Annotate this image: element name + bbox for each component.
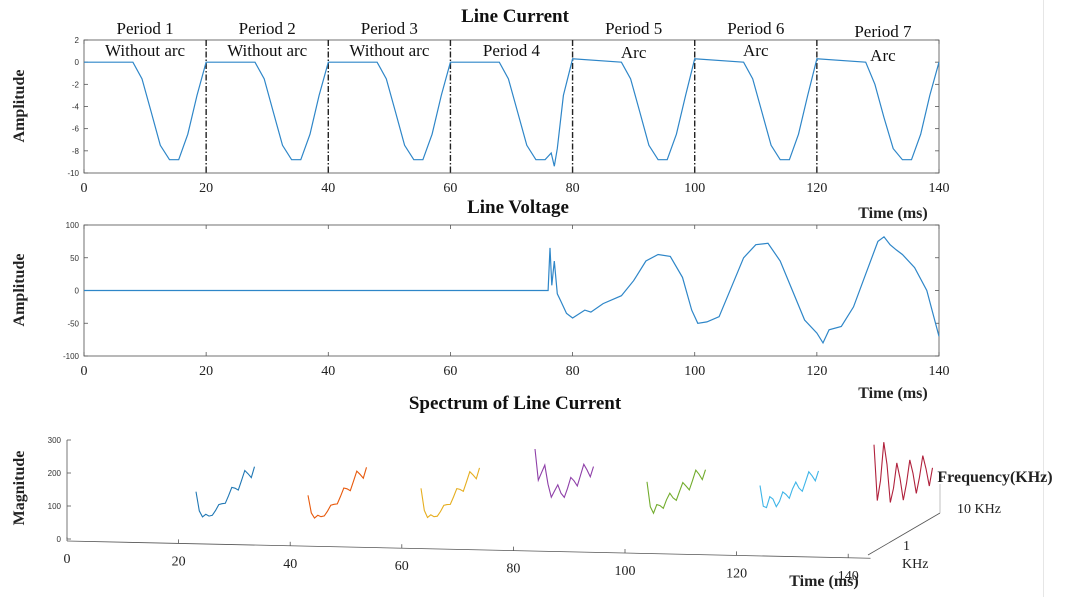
y-tick-label: -8 <box>72 147 80 156</box>
y-tick-label: -10 <box>67 169 79 178</box>
period-sublabel: Without arc <box>227 41 307 60</box>
period-label: Period 7 <box>854 22 912 41</box>
period-label: Period 6 <box>727 19 784 38</box>
y-axis-label: Magnitude <box>11 451 28 526</box>
page-edge-rule <box>1043 0 1044 597</box>
spectrum-line-7 <box>873 442 934 503</box>
spectrum-line-5 <box>646 469 707 515</box>
period-label: Period 2 <box>239 19 296 38</box>
axis-ticks: 0 20 40 60 80 100 120 140 100 50 0 -50 -100 <box>63 221 950 379</box>
z-tick-label-part: 1 <box>903 539 910 554</box>
chart-title: Line Current <box>461 6 570 27</box>
spectrum-panel: Spectrum of Line Current Magnitude Time … <box>11 393 1053 590</box>
period-sublabel: Arc <box>743 41 769 60</box>
period-label: Period 5 <box>605 19 662 38</box>
period-labels: Period 1 Without arc Period 2 Without arc Pe… <box>105 19 912 65</box>
period-sublabel: Without arc <box>105 41 185 60</box>
y-axis-label: Amplitude <box>11 254 28 327</box>
x-tick-label: 0 <box>64 552 71 567</box>
spectrum-line-3 <box>420 467 481 519</box>
x-tick-label: 80 <box>506 562 520 577</box>
x-axis-label: Time (ms) <box>789 573 858 590</box>
z-tick-label-part: KHz <box>902 557 928 572</box>
period-boundaries <box>205 40 818 173</box>
time-axis-line <box>66 540 871 559</box>
period-sublabel: Arc <box>621 43 647 62</box>
line-current-panel: Line Current Amplitude Time (ms) 0 20 40 60… <box>11 6 950 222</box>
spectrum-series <box>195 442 934 519</box>
y-tick-label: -2 <box>72 80 80 89</box>
spectrum-line-1 <box>195 466 256 518</box>
chart-title: Spectrum of Line Current <box>409 393 622 414</box>
y-tick-label: 0 <box>75 287 80 296</box>
x-tick-label: 0 <box>81 181 88 196</box>
y-axis-label: Amplitude <box>11 70 28 143</box>
y-tick-label: -6 <box>72 125 80 134</box>
z-axis-label: Frequency(KHz) <box>937 469 1052 486</box>
line-voltage-series <box>84 235 940 345</box>
y-tick-label: -50 <box>67 319 79 328</box>
x-tick-label: 20 <box>199 364 213 379</box>
spectrum-line-4 <box>534 448 595 499</box>
line-current-series <box>84 58 940 167</box>
x-tick-label: 60 <box>443 364 457 379</box>
y-tick-label: 200 <box>48 469 62 478</box>
x-axis-label: Time (ms) <box>858 205 927 222</box>
x-tick-label: 80 <box>566 181 580 196</box>
x-tick-label: 0 <box>81 364 88 379</box>
axes-3d: 300 200 100 00 20 40 60 80 100 120 140 1 KHz 10 KHz <box>48 436 1001 584</box>
period-label: Period 4 <box>483 41 541 60</box>
x-tick-label: 120 <box>806 181 827 196</box>
y-tick-label: 0 <box>75 58 80 67</box>
period-sublabel: Arc <box>870 46 896 65</box>
line-voltage-panel: Line Voltage Amplitude Time (ms) 0 20 40 60… <box>11 197 950 402</box>
x-tick-label: 60 <box>395 559 409 574</box>
x-tick-label: 20 <box>172 554 186 569</box>
z-tick-label: 10 KHz <box>957 502 1001 517</box>
y-tick-label: 0 <box>57 535 62 544</box>
x-tick-label: 40 <box>283 557 297 572</box>
period-sublabel: Without arc <box>349 41 429 60</box>
z-tick-label: 1 KHz <box>902 539 928 572</box>
y-tick-label: 100 <box>66 221 80 230</box>
x-tick-label: 120 <box>726 566 747 581</box>
x-tick-label: 140 <box>838 569 859 584</box>
x-tick-label: 100 <box>615 564 636 579</box>
y-tick-label: 100 <box>48 502 62 511</box>
x-tick-label: 40 <box>321 364 335 379</box>
spectrum-line-6 <box>759 470 820 509</box>
x-tick-label: 60 <box>443 181 457 196</box>
x-tick-label: 140 <box>929 181 950 196</box>
x-tick-label: 120 <box>806 364 827 379</box>
x-tick-label: 140 <box>929 364 950 379</box>
x-tick-label: 80 <box>566 364 580 379</box>
spectrum-line-2 <box>307 467 368 519</box>
chart-title: Line Voltage <box>467 197 569 218</box>
period-label: Period 1 <box>117 19 174 38</box>
y-tick-label: 50 <box>70 254 79 263</box>
period-label: Period 3 <box>361 19 418 38</box>
y-tick-label: 2 <box>75 36 80 45</box>
x-tick-label: 20 <box>199 181 213 196</box>
y-tick-label: -4 <box>72 103 80 112</box>
x-tick-label: 100 <box>684 181 705 196</box>
y-tick-label: -100 <box>63 352 80 361</box>
x-tick-label: 100 <box>684 364 705 379</box>
x-tick-label: 40 <box>321 181 335 196</box>
y-tick-label: 300 <box>48 436 62 445</box>
x-axis-label: Time (ms) <box>858 385 927 402</box>
frequency-axis-line <box>867 512 941 556</box>
